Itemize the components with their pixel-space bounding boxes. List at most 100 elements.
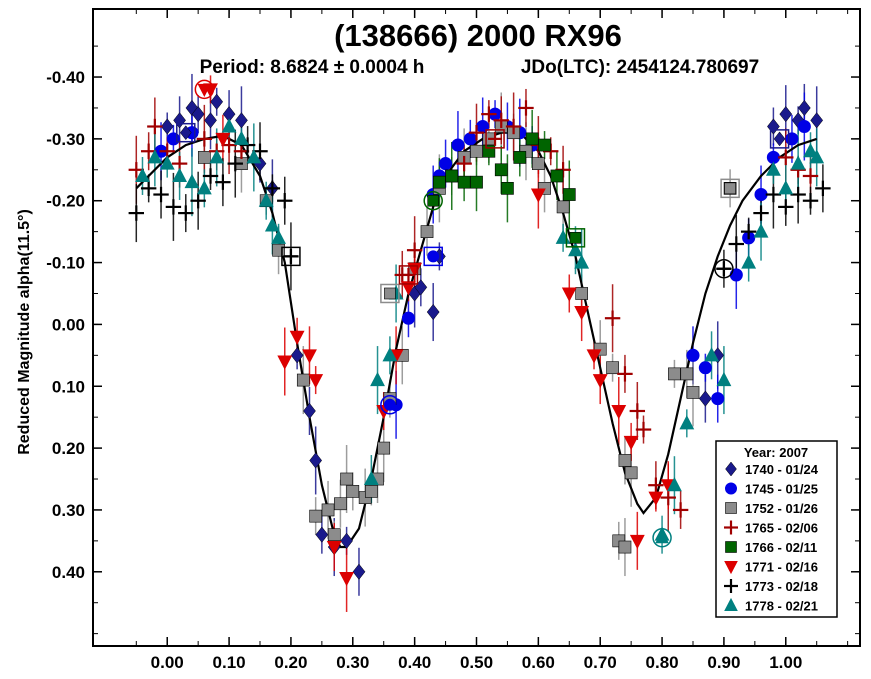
point-plus	[778, 149, 794, 166]
reference-point	[383, 398, 396, 411]
y-tick-label: 0.10	[52, 377, 85, 396]
point-diamond	[160, 118, 174, 135]
point-square	[550, 169, 564, 183]
reference-point	[427, 194, 440, 207]
point-triangle-up	[196, 180, 212, 195]
point-circle	[686, 348, 700, 362]
reference-point	[179, 125, 192, 141]
point-triangle-up	[765, 161, 781, 176]
point-triangle-up	[258, 192, 274, 207]
legend-title: Year: 2007	[744, 445, 808, 460]
legend-label: 1778 - 02/21	[745, 599, 818, 614]
point-triangle-up	[271, 229, 286, 244]
point-diamond	[290, 347, 304, 364]
legend-marker	[725, 541, 737, 553]
point-triangle-up	[209, 149, 225, 164]
point-square	[346, 485, 360, 498]
period-label: Period: 8.6824 ± 0.0004 h	[200, 57, 425, 78]
legend-marker	[725, 461, 737, 477]
point-triangle-up	[159, 155, 175, 170]
point-plus	[604, 310, 621, 326]
reference-square	[423, 246, 443, 267]
point-circle	[463, 132, 477, 146]
point-circle	[698, 361, 712, 375]
point-square	[470, 175, 483, 189]
reference-point	[716, 261, 731, 276]
point-triangle-down	[308, 374, 324, 389]
legend-marker	[724, 561, 738, 575]
point-plus	[740, 223, 757, 240]
point-triangle-up	[574, 254, 590, 269]
x-tick-label: 1.00	[769, 653, 802, 672]
reference-square	[720, 178, 740, 199]
point-plus	[153, 186, 169, 203]
reference-point	[197, 83, 212, 97]
point-plus	[227, 155, 243, 172]
point-triangle-up	[809, 149, 825, 164]
point-square	[618, 454, 632, 467]
x-tick-label: 0.70	[584, 653, 617, 672]
point-square	[364, 485, 378, 498]
legend: Year: 2007 1740 - 01/24 1745 - 01/25 1752 …	[715, 440, 838, 618]
point-square	[309, 509, 323, 523]
reference-circle	[423, 190, 443, 211]
point-triangle-up	[803, 143, 818, 158]
point-triangle-up	[716, 371, 732, 387]
point-square	[513, 151, 527, 164]
point-triangle-down	[611, 404, 627, 420]
point-triangle-up	[568, 241, 583, 257]
point-square	[525, 132, 539, 146]
y-tick-label: -0.30	[46, 130, 85, 149]
point-plus	[617, 366, 633, 382]
point-triangle-up	[135, 167, 150, 182]
point-square	[501, 181, 514, 195]
point-circle	[166, 132, 180, 146]
x-tick-label: 0.10	[213, 653, 246, 672]
point-plus	[765, 186, 782, 203]
point-square	[532, 157, 545, 170]
y-tick-label: -0.20	[46, 192, 85, 211]
x-tick-label: 0.00	[151, 653, 184, 672]
legend-label: 1766 - 02/11	[745, 540, 817, 555]
point-triangle-up	[382, 347, 398, 362]
reference-markers	[176, 79, 790, 548]
point-diamond	[315, 526, 329, 543]
point-diamond	[767, 118, 780, 135]
point-triangle-down	[629, 534, 645, 550]
point-triangle-up	[667, 476, 682, 492]
legend-label: 1765 - 02/06	[745, 521, 818, 536]
point-plus	[468, 124, 485, 141]
point-square	[562, 188, 576, 201]
point-plus	[140, 180, 157, 197]
reference-circle	[380, 395, 400, 415]
y-tick-label: 0.00	[52, 315, 85, 334]
reference-point	[401, 267, 416, 282]
plot-frame	[92, 8, 861, 647]
point-plus	[778, 199, 794, 215]
point-square	[618, 540, 632, 554]
point-square	[575, 287, 589, 300]
point-triangle-up	[264, 217, 280, 232]
point-triangle-up	[778, 180, 794, 195]
point-triangle-up	[172, 167, 188, 182]
point-triangle-down	[530, 188, 546, 203]
point-plus	[629, 403, 646, 419]
point-circle	[754, 187, 768, 202]
point-plus	[790, 186, 806, 203]
point-square	[334, 497, 347, 511]
point-diamond	[210, 93, 224, 110]
point-diamond	[698, 390, 712, 407]
legend-label: 1773 - 02/18	[745, 579, 818, 594]
point-plus	[802, 193, 819, 209]
point-plus	[406, 242, 423, 258]
point-plus	[196, 131, 213, 147]
legend-marker	[724, 520, 738, 535]
point-triangle-up	[184, 173, 200, 189]
point-plus	[753, 205, 769, 221]
reference-square	[565, 228, 586, 248]
point-plus	[802, 168, 819, 184]
point-triangle-up	[679, 415, 695, 430]
reference-square	[176, 122, 196, 143]
point-square	[296, 373, 310, 387]
